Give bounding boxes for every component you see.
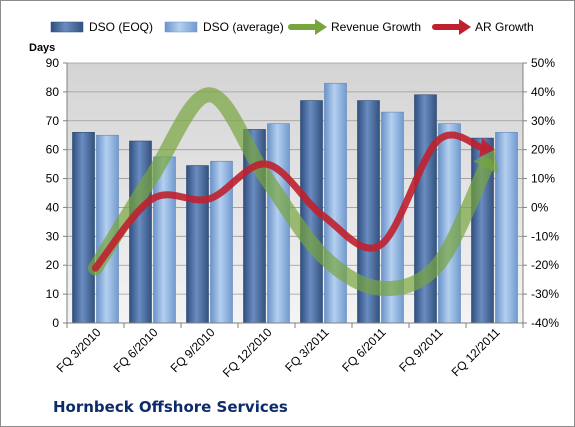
y2-tick-label: 50% — [531, 56, 555, 70]
axes — [63, 62, 527, 328]
y-tick-label: 20 — [46, 258, 60, 272]
y-tick-label: 0 — [52, 316, 59, 330]
x-tick-label: FQ 12/2010 — [220, 325, 275, 380]
legend-label: Revenue Growth — [331, 20, 422, 34]
bar — [72, 132, 95, 324]
x-tick-label: FQ 12/2011 — [449, 325, 503, 379]
x-tick-label: FQ 9/2010 — [168, 325, 218, 375]
y2-tick-label: 30% — [531, 114, 555, 128]
y-axis-label: Days — [29, 42, 56, 54]
bar — [324, 82, 347, 324]
y-tick-label: 60 — [46, 143, 60, 157]
y-tick-label: 80 — [46, 85, 60, 99]
y2-tick-label: 40% — [531, 85, 555, 99]
y-tick-label: 10 — [46, 287, 60, 301]
y2-tick-label: -40% — [531, 316, 559, 330]
y2-tick-label: -10% — [531, 229, 559, 243]
x-tick-label: FQ 6/2010 — [111, 325, 161, 375]
x-tick-label: FQ 6/2011 — [339, 325, 389, 375]
y-tick-label: 30 — [46, 229, 60, 243]
y-tick-label: 70 — [46, 114, 60, 128]
y2-tick-label: 10% — [531, 172, 555, 186]
series-arrowhead — [473, 149, 499, 174]
y-tick-label: 90 — [46, 56, 60, 70]
bar — [267, 123, 290, 324]
bar — [495, 132, 518, 324]
series-arrowhead — [479, 137, 495, 158]
legend: DSO (EOQ) DSO (average) Revenue Growth A… — [1, 15, 574, 39]
bar — [186, 165, 209, 324]
legend-label: DSO (average) — [203, 20, 284, 34]
x-tick-label: FQ 9/2011 — [396, 325, 446, 375]
y-tick-label: 40 — [46, 200, 60, 214]
y2-tick-label: -30% — [531, 287, 559, 301]
bar — [129, 140, 152, 324]
series-line — [88, 87, 495, 297]
legend-label: DSO (EOQ) — [89, 20, 154, 34]
series-line — [92, 131, 486, 272]
x-tick-label: FQ 3/2011 — [282, 325, 332, 375]
series-lines — [88, 87, 499, 297]
company-name: Hornbeck Offshore Services — [53, 398, 288, 416]
x-tick-label: FQ 3/2010 — [54, 325, 104, 375]
legend-label: AR Growth — [475, 20, 534, 34]
y2-tick-label: 0% — [531, 200, 549, 214]
y-tick-label: 50 — [46, 172, 60, 186]
y2-tick-label: -20% — [531, 258, 559, 272]
y2-tick-label: 20% — [531, 143, 555, 157]
